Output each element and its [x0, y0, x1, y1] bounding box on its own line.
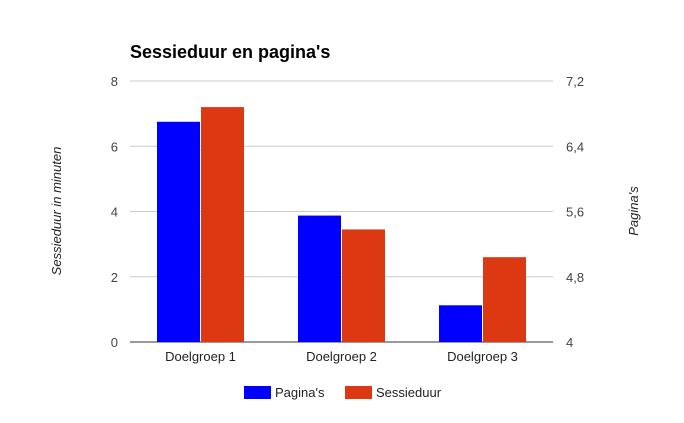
- legend-swatch: [244, 386, 271, 399]
- right-tick-label: 5,6: [566, 205, 584, 220]
- left-axis-title: Sessieduur in minuten: [49, 147, 64, 276]
- legend-label: Pagina's: [275, 385, 325, 400]
- right-tick-label: 6,4: [566, 139, 584, 154]
- category-label: Doelgroep 3: [447, 349, 518, 364]
- left-axis-ticks: 0 2 4 6 8: [111, 74, 118, 350]
- bars: [157, 107, 526, 342]
- right-axis-title: Pagina's: [626, 186, 641, 236]
- bar-sessieduur-1: [201, 107, 244, 342]
- bar-pagina-s-1: [157, 121, 200, 342]
- legend-swatch: [345, 386, 372, 399]
- gridlines: [130, 80, 553, 343]
- right-tick-label: 4: [566, 335, 573, 350]
- right-axis-ticks: 4 4,8 5,6 6,4 7,2: [566, 74, 584, 350]
- bar-sessieduur-3: [483, 257, 526, 342]
- bar-pagina-s-3: [439, 305, 482, 342]
- legend: Pagina's Sessieduur: [244, 385, 442, 400]
- right-tick-label: 7,2: [566, 74, 584, 89]
- category-labels: Doelgroep 1 Doelgroep 2 Doelgroep 3: [165, 349, 518, 364]
- left-tick-label: 0: [111, 335, 118, 350]
- left-tick-label: 2: [111, 270, 118, 285]
- category-label: Doelgroep 1: [165, 349, 236, 364]
- category-label: Doelgroep 2: [306, 349, 377, 364]
- legend-label: Sessieduur: [376, 385, 442, 400]
- chart-title: Sessieduur en pagina's: [130, 42, 330, 62]
- left-tick-label: 8: [111, 74, 118, 89]
- right-tick-label: 4,8: [566, 270, 584, 285]
- bar-sessieduur-2: [342, 229, 385, 342]
- left-tick-label: 6: [111, 139, 118, 154]
- left-tick-label: 4: [111, 205, 118, 220]
- bar-pagina-s-2: [298, 215, 341, 342]
